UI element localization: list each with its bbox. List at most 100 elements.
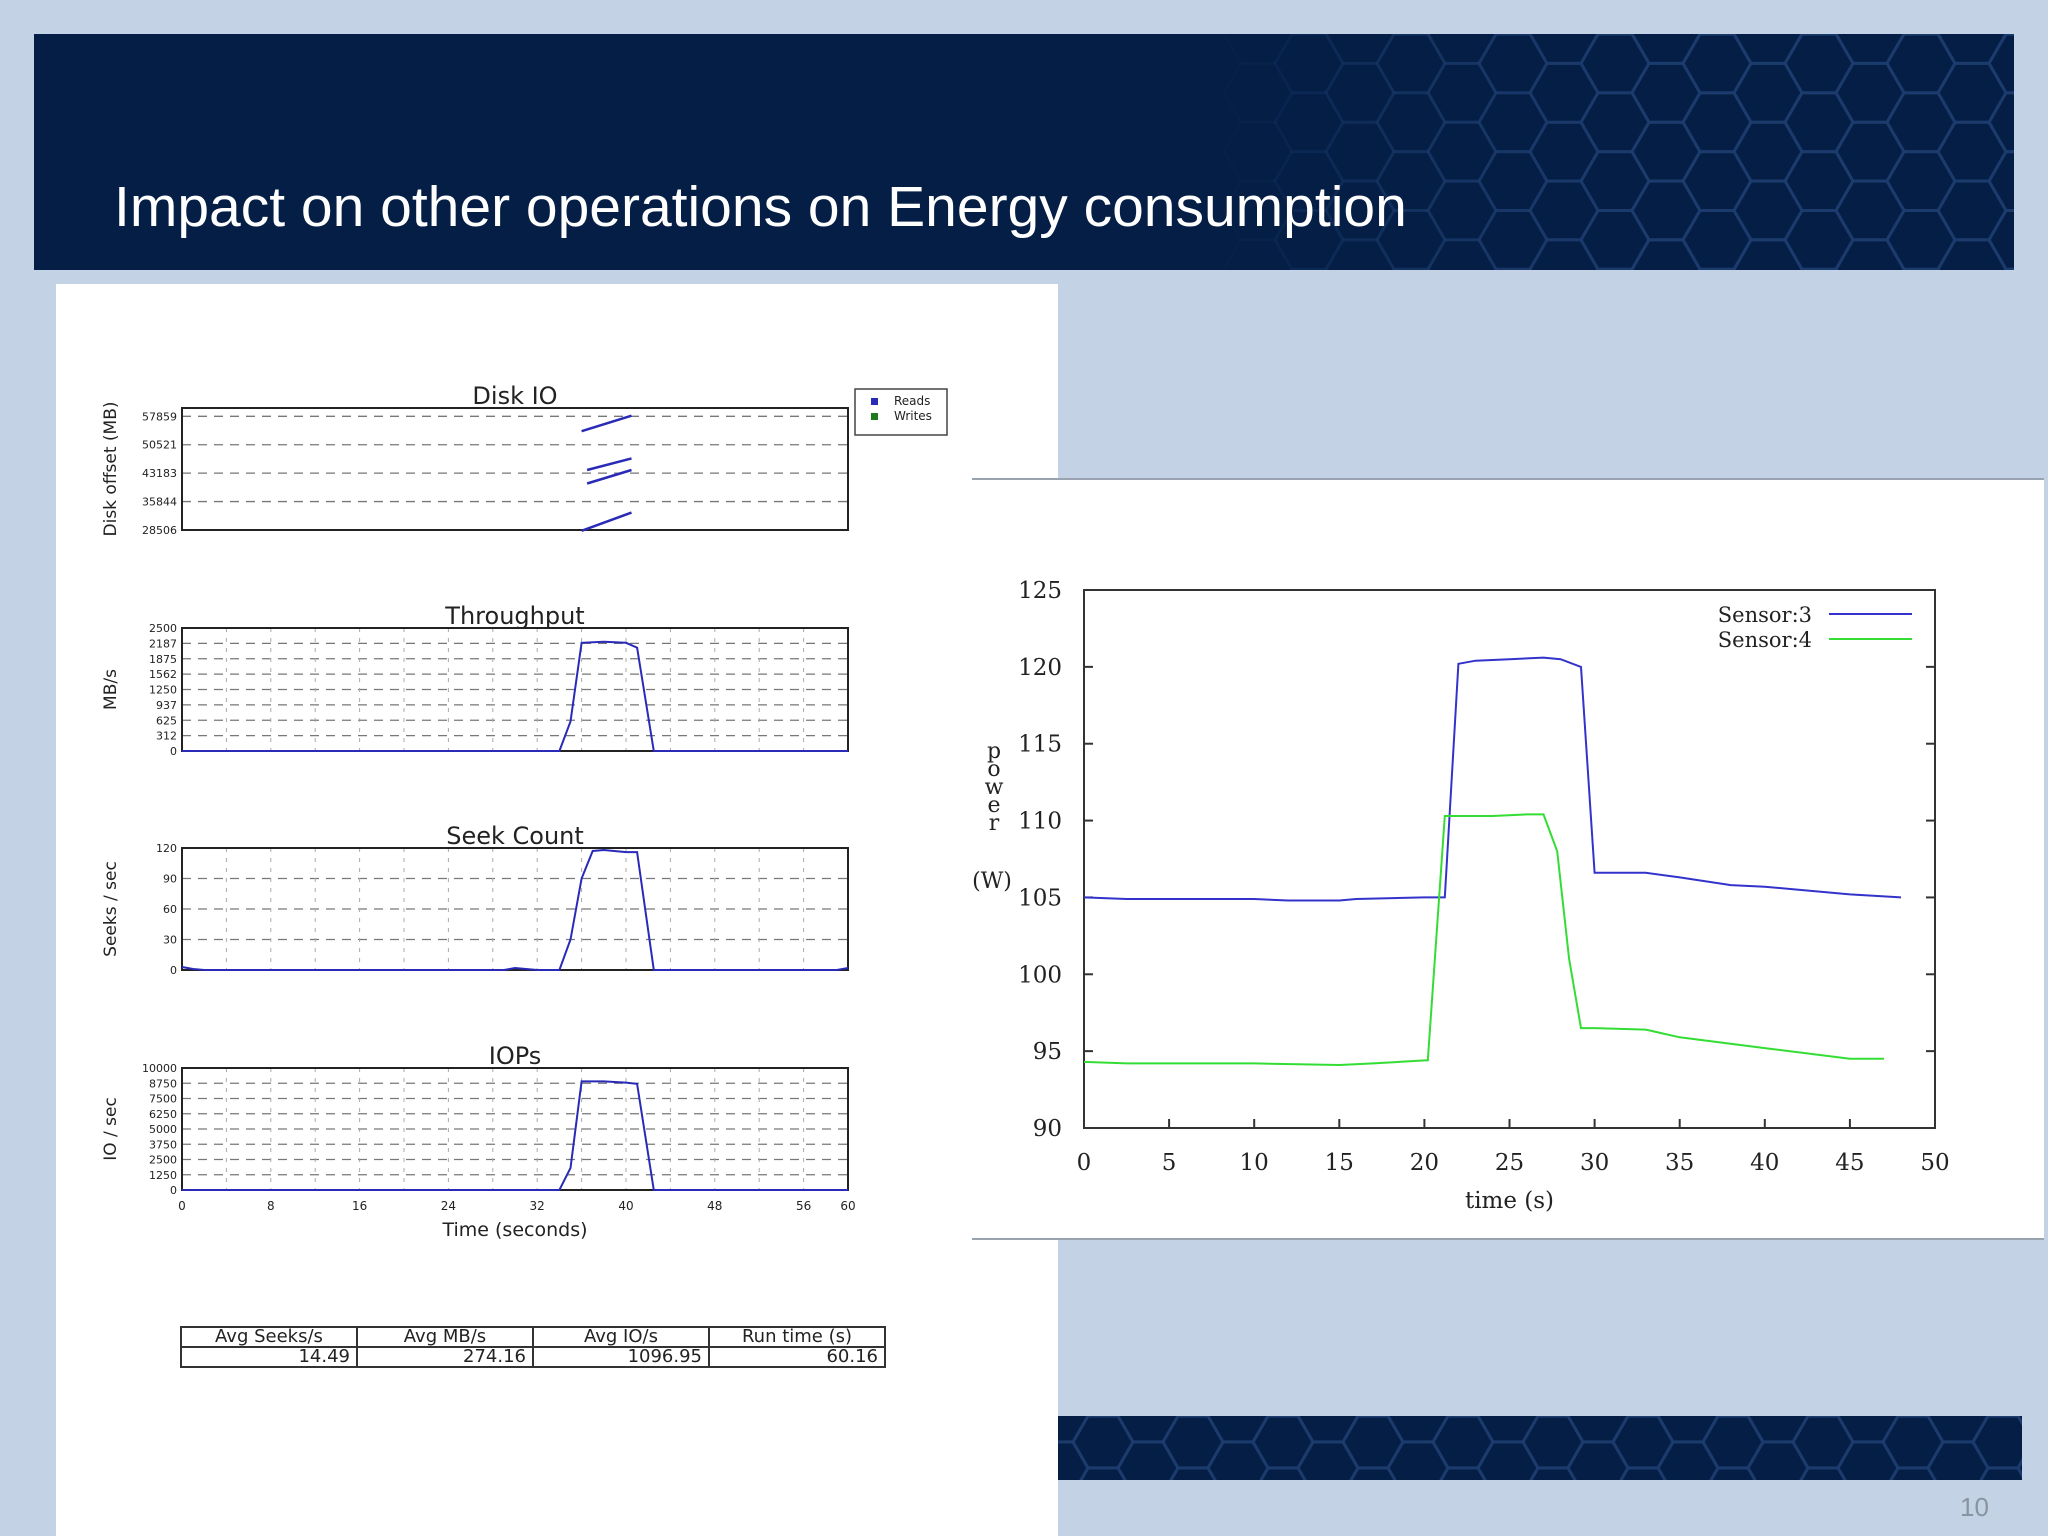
y-tick-label: 5000 xyxy=(149,1123,177,1136)
legend-entry: Writes xyxy=(894,409,932,423)
x-tick-label: 45 xyxy=(1835,1150,1864,1176)
x-tick-label: 40 xyxy=(618,1199,633,1213)
chart-3: Seek Count Seeks / sec 120 90 60 30 0 xyxy=(101,822,849,977)
y-tick-label: 937 xyxy=(156,699,177,712)
page-number: 10 xyxy=(1960,1492,1989,1522)
legend-box xyxy=(854,388,948,436)
hexagon-shape xyxy=(1375,91,1447,154)
stats-value-cell: 1096.95 xyxy=(532,1346,710,1368)
y-axis-label-char: r xyxy=(989,811,1000,836)
y-tick-label: 1562 xyxy=(149,668,177,681)
reads-segment xyxy=(586,468,632,485)
sensor-line xyxy=(1083,656,1902,902)
x-tick-label: 0 xyxy=(178,1199,186,1213)
stats-header-cell: Avg IO/s xyxy=(532,1326,710,1348)
power-chart: 125 120 115 110 105 100 95 90 0 5 10 15 20 25 30 35 40 45… xyxy=(972,578,1950,1214)
hexagon-shape xyxy=(2016,1457,2022,1478)
y-tick-label: 0 xyxy=(170,964,177,977)
hexagon-shape xyxy=(1324,238,1396,270)
stats-header-cell: Avg MB/s xyxy=(356,1326,534,1348)
x-tick-label: 56 xyxy=(796,1199,811,1213)
hexagon-shape xyxy=(1375,34,1447,95)
y-tick-label: 6250 xyxy=(149,1108,177,1121)
y-axis-label-char: w xyxy=(985,775,1004,800)
x-tick-label: 50 xyxy=(1920,1150,1949,1176)
legend-swatch xyxy=(871,398,878,405)
hexagon-shape xyxy=(1528,238,1600,270)
hexagon-shape xyxy=(1324,34,1396,65)
chart-title: IOPs xyxy=(489,1042,542,1070)
x-tick-label: 25 xyxy=(1495,1150,1524,1176)
y-axis-label: Seeks / sec xyxy=(101,861,121,957)
y-tick-label: 100 xyxy=(1018,962,1062,988)
hexagon-shape xyxy=(1324,61,1396,124)
y-tick-label: 90 xyxy=(1033,1116,1062,1142)
x-tick-label: 0 xyxy=(1077,1150,1092,1176)
power-chart-panel: 125 120 115 110 105 100 95 90 0 5 10 15 20 25 30 35 40 45… xyxy=(972,478,2044,1240)
hexagon-shape xyxy=(2016,1416,2022,1426)
hexagon-shape xyxy=(1426,238,1498,270)
hexagon-shape xyxy=(1289,267,1329,270)
hexagon-shape xyxy=(1324,120,1396,183)
y-tick-label: 125 xyxy=(1018,578,1062,604)
reads-segment xyxy=(581,511,632,532)
series-line xyxy=(182,640,848,752)
y-axis-label-unit: (W) xyxy=(972,869,1012,894)
y-tick-label: 90 xyxy=(163,873,177,886)
hexagon-shape xyxy=(1206,1440,1270,1480)
hexagon-shape xyxy=(1936,238,2008,270)
hexagon-shape xyxy=(1324,179,1396,242)
chart-title: Throughput xyxy=(444,602,584,630)
disk-stats-charts: Disk IO Disk offset (MB) 57859 50521 43183 35… xyxy=(101,382,948,1241)
reads-segment xyxy=(586,457,632,472)
series-line xyxy=(182,1080,848,1191)
stats-value-cell: 60.16 xyxy=(708,1346,886,1368)
hexagon-shape xyxy=(1222,120,1294,183)
hexagon-shape xyxy=(1058,1440,1090,1480)
x-axis-label: Time (seconds) xyxy=(441,1219,587,1241)
x-tick-label: 35 xyxy=(1665,1150,1694,1176)
y-tick-label: 50521 xyxy=(142,439,177,452)
plot-frame xyxy=(181,847,849,971)
hexagon-shape xyxy=(1836,1440,1900,1480)
hexagon-shape xyxy=(1476,1440,1540,1480)
x-tick-label: 48 xyxy=(707,1199,722,1213)
hexagon-shape xyxy=(1595,267,1635,270)
stats-header-cell: Avg Seeks/s xyxy=(180,1326,358,1348)
hexagon-shape xyxy=(1566,1440,1630,1480)
x-tick-label: 15 xyxy=(1325,1150,1354,1176)
y-tick-label: 35844 xyxy=(142,496,177,509)
y-tick-label: 1250 xyxy=(149,1169,177,1182)
y-tick-label: 28506 xyxy=(142,524,177,537)
hexagon-shape xyxy=(1273,91,1345,154)
y-tick-label: 43183 xyxy=(142,467,177,480)
y-tick-label: 105 xyxy=(1018,885,1062,911)
x-axis-label: time (s) xyxy=(1465,1188,1554,1214)
y-axis-label-char: e xyxy=(987,793,1000,818)
y-axis-label-char: p xyxy=(987,739,1001,764)
hexagon-shape xyxy=(1375,150,1447,212)
hexagon-shape xyxy=(1391,267,1431,270)
y-axis-label: IO / sec xyxy=(101,1097,121,1161)
slide-header: Impact on other operations on Energy con… xyxy=(34,34,2014,270)
hexagon-shape xyxy=(1732,238,1804,270)
hexagon-shape xyxy=(1296,1440,1360,1480)
y-tick-label: 95 xyxy=(1033,1039,1062,1065)
hexagon-shape xyxy=(1273,150,1345,212)
stats-value-cell: 274.16 xyxy=(356,1346,534,1368)
reads-segment xyxy=(581,414,632,433)
y-tick-label: 115 xyxy=(1018,732,1062,758)
hexagon-pattern xyxy=(1222,34,2014,270)
hexagon-shape xyxy=(1222,34,1294,65)
hexagon-shape xyxy=(2003,267,2014,270)
x-tick-label: 30 xyxy=(1580,1150,1609,1176)
x-tick-label: 8 xyxy=(267,1199,275,1213)
y-tick-label: 57859 xyxy=(142,410,177,423)
hexagon-shape xyxy=(1746,1440,1810,1480)
y-tick-label: 2187 xyxy=(149,637,177,650)
legend-swatch xyxy=(871,413,878,420)
plot-frame xyxy=(1083,589,1936,1129)
x-tick-label: 24 xyxy=(441,1199,456,1213)
x-tick-label: 40 xyxy=(1750,1150,1779,1176)
